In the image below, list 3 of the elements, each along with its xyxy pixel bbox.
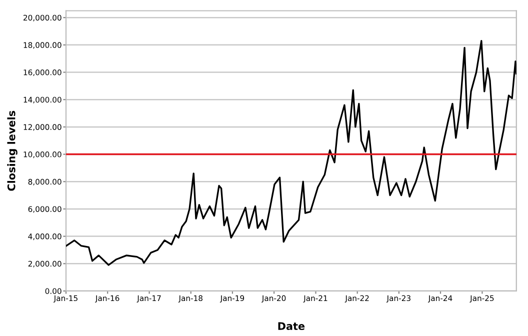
y-axis-title: Closing levels [7,110,18,191]
x-axis-title: Date [278,322,305,330]
line-series [66,40,516,266]
